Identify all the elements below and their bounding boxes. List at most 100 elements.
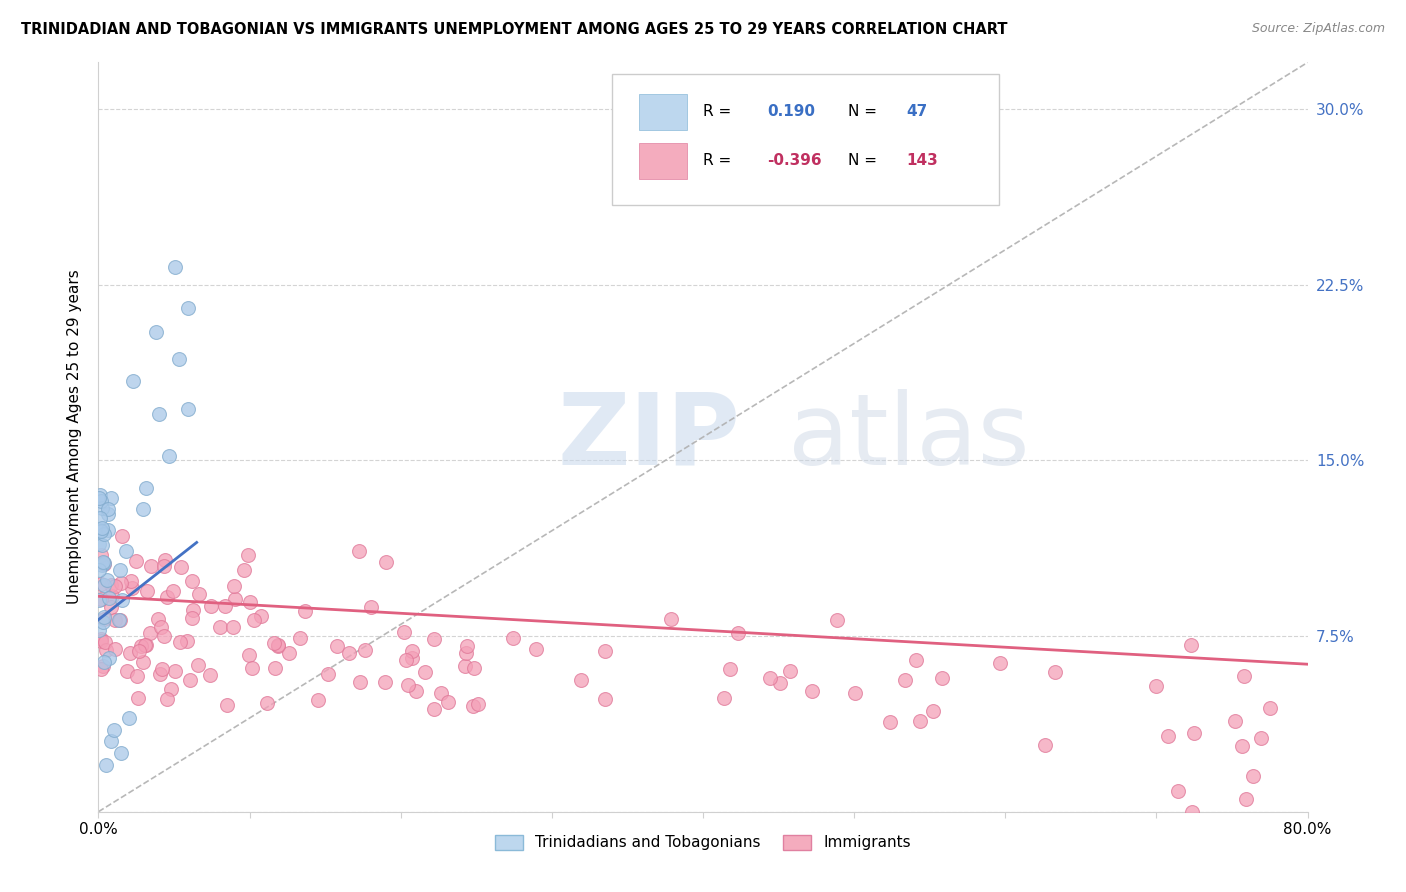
Point [89,511,111,525]
Point [90,548,112,562]
Point [152,662,174,676]
Point [208,620,231,634]
Point [104,613,127,627]
Point [163,665,186,679]
Point [94,635,117,649]
Text: TRINIDADIAN AND TOBAGONIAN VS IMMIGRANTS UNEMPLOYMENT AMONG AGES 25 TO 29 YEARS : TRINIDADIAN AND TOBAGONIAN VS IMMIGRANTS… [21,22,1008,37]
Point [1241,769,1264,783]
Point [256,696,278,710]
Point [375,555,398,569]
Point [263,636,285,650]
Point [90,521,112,535]
Point [177,301,200,315]
Y-axis label: Unemployment Among Ages 25 to 29 years: Unemployment Among Ages 25 to 29 years [67,269,83,605]
Point [354,643,377,657]
Point [97,523,120,537]
Point [236,548,259,562]
Point [103,723,125,737]
Point [467,698,489,712]
Point [1157,730,1180,744]
Point [502,631,524,645]
Point [90,632,112,646]
Point [401,644,423,658]
Point [215,698,238,712]
Point [360,599,382,614]
Point [266,638,288,652]
Point [100,491,122,505]
Point [1181,805,1204,819]
Point [100,577,122,591]
Point [1180,638,1202,652]
Point [125,554,148,568]
Point [183,603,205,617]
Point [89,593,111,607]
Point [1233,669,1256,683]
Point [1258,701,1281,715]
Point [90,494,112,508]
Point [131,655,153,669]
Point [267,639,290,653]
Point [238,648,260,662]
Point [401,650,423,665]
Point [91,538,114,552]
Text: Source: ZipAtlas.com: Source: ZipAtlas.com [1251,22,1385,36]
Point [93,656,115,670]
Point [524,642,547,657]
Point [91,500,114,515]
Point [160,682,183,697]
Point [243,613,266,627]
Point [405,683,427,698]
Point [104,642,127,657]
Point [177,402,200,417]
Point [713,691,735,706]
Point [135,639,157,653]
Text: 0.190: 0.190 [768,104,815,120]
Point [91,615,114,630]
Point [129,640,152,654]
Point [904,653,927,667]
Text: 47: 47 [905,104,928,120]
Text: N =: N = [848,104,877,120]
Point [97,508,120,522]
Point [1033,738,1056,752]
Point [222,579,245,593]
Point [454,646,477,660]
Point [1144,679,1167,693]
Point [120,574,142,589]
Point [169,635,191,649]
Point [145,325,167,339]
Point [422,702,444,716]
Point [181,574,204,589]
Point [288,632,311,646]
Point [187,657,209,672]
Point [176,633,198,648]
Point [90,591,112,606]
Point [437,695,460,709]
Point [108,563,131,577]
Point [153,629,176,643]
Point [844,686,866,700]
Point [659,612,682,626]
Point [727,626,749,640]
Point [429,686,451,700]
Point [1043,665,1066,679]
Point [93,556,115,570]
Point [396,678,419,692]
Point [89,488,111,502]
Text: R =: R = [703,104,731,120]
Point [90,634,112,648]
Point [93,527,115,541]
Point [392,625,415,640]
Point [89,563,111,577]
Point [278,646,301,660]
Point [374,675,396,690]
Point [153,559,176,574]
Point [461,698,484,713]
Point [181,611,204,625]
Point [157,449,180,463]
Text: -0.396: -0.396 [768,153,821,168]
Point [1230,739,1253,753]
Point [87,536,110,550]
Text: atlas: atlas [787,389,1029,485]
Point [93,609,115,624]
